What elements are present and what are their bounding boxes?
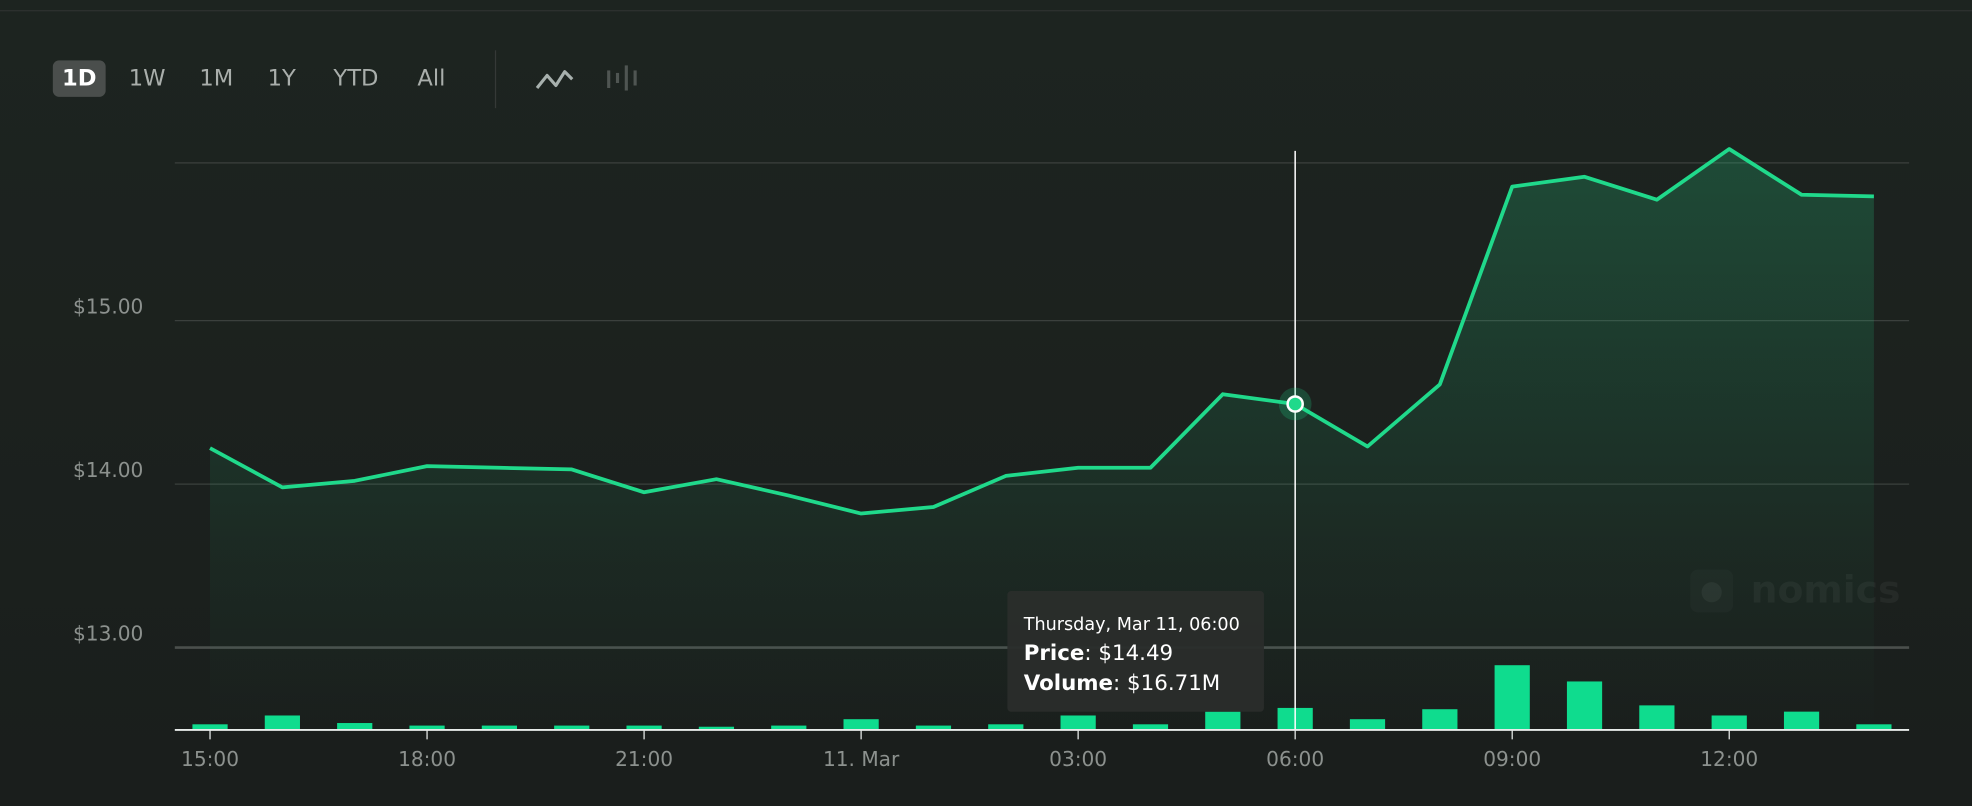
tooltip-bg [1007, 590, 1264, 712]
y-tick-label: $13.00 [73, 621, 143, 645]
volume-bar [1566, 681, 1603, 730]
range-button-label: All [417, 66, 445, 92]
y-tick-label: $14.00 [73, 458, 143, 482]
volume-bar [771, 725, 807, 730]
range-button-label: 1W [129, 66, 166, 92]
volume-bar [1711, 715, 1747, 730]
range-button-label: 1D [62, 66, 97, 92]
tooltip-label: Price [1024, 641, 1085, 666]
range-button-label: 1M [199, 66, 233, 92]
tooltip-title: Thursday, Mar 11, 06:00 [1023, 615, 1240, 635]
volume-bar [698, 726, 735, 730]
volume-bar [626, 725, 662, 730]
volume-bar [554, 725, 590, 730]
volume-bar [843, 719, 879, 730]
x-tick-label: 06:00 [1266, 747, 1324, 771]
volume-bar [1060, 715, 1096, 730]
x-tick-label: 18:00 [398, 747, 456, 771]
volume-bar [1494, 665, 1530, 730]
x-tick-label: 12:00 [1700, 747, 1758, 771]
tooltip-separator: : [1113, 671, 1127, 696]
volume-bar [1132, 724, 1169, 730]
x-tick-label: 03:00 [1049, 747, 1107, 771]
tooltip-label: Volume [1024, 671, 1113, 696]
range-button[interactable]: YTD [332, 66, 378, 92]
volume-bar [1422, 709, 1458, 730]
volume-bar [192, 724, 228, 730]
volume-bar [409, 725, 445, 730]
icon-line [535, 70, 574, 90]
range-button[interactable]: 1W [129, 66, 166, 92]
tooltip-row: Volume: $16.71M [1024, 671, 1221, 696]
volume-bar [1856, 724, 1892, 730]
range-button-label: YTD [332, 66, 378, 92]
volume-bar [988, 724, 1024, 730]
x-tick-label: 15:00 [181, 747, 239, 771]
toolbar: 1D 1W 1M 1Y YTD All [52, 60, 445, 97]
tooltip-value: $14.49 [1098, 641, 1173, 666]
x-tick-label: 21:00 [615, 747, 673, 771]
volume-bar [481, 725, 518, 730]
range-button[interactable]: 1Y [268, 66, 296, 92]
candle-chart-icon[interactable] [607, 65, 637, 91]
hover-point [1286, 395, 1304, 413]
volume-bar [915, 725, 952, 730]
range-button[interactable]: 1M [199, 66, 233, 92]
volume-bar [1639, 705, 1675, 730]
range-button-bg [52, 60, 106, 97]
range-button[interactable]: 1D [52, 60, 106, 97]
volume-bar [1205, 711, 1241, 730]
price-area [210, 149, 1874, 730]
tooltip-separator: : [1084, 641, 1098, 666]
x-tick-label: 09:00 [1483, 747, 1541, 771]
volume-bar [1783, 711, 1820, 730]
line-chart-icon[interactable] [535, 70, 574, 90]
volume-bar [264, 715, 300, 730]
y-tick-label: $15.00 [73, 295, 143, 319]
x-tick-label: 11. Mar [823, 747, 900, 771]
range-button-label: 1Y [268, 66, 296, 92]
tooltip: Thursday, Mar 11, 06:00 Price: $14.49 Volu… [1007, 590, 1264, 712]
tooltip-row: Price: $14.49 [1024, 641, 1173, 666]
range-button[interactable]: All [417, 66, 445, 92]
price-line [209, 147, 1874, 516]
volume-bar [337, 723, 373, 730]
tooltip-value: $16.71M [1127, 671, 1220, 696]
volume-bar [1349, 719, 1386, 730]
